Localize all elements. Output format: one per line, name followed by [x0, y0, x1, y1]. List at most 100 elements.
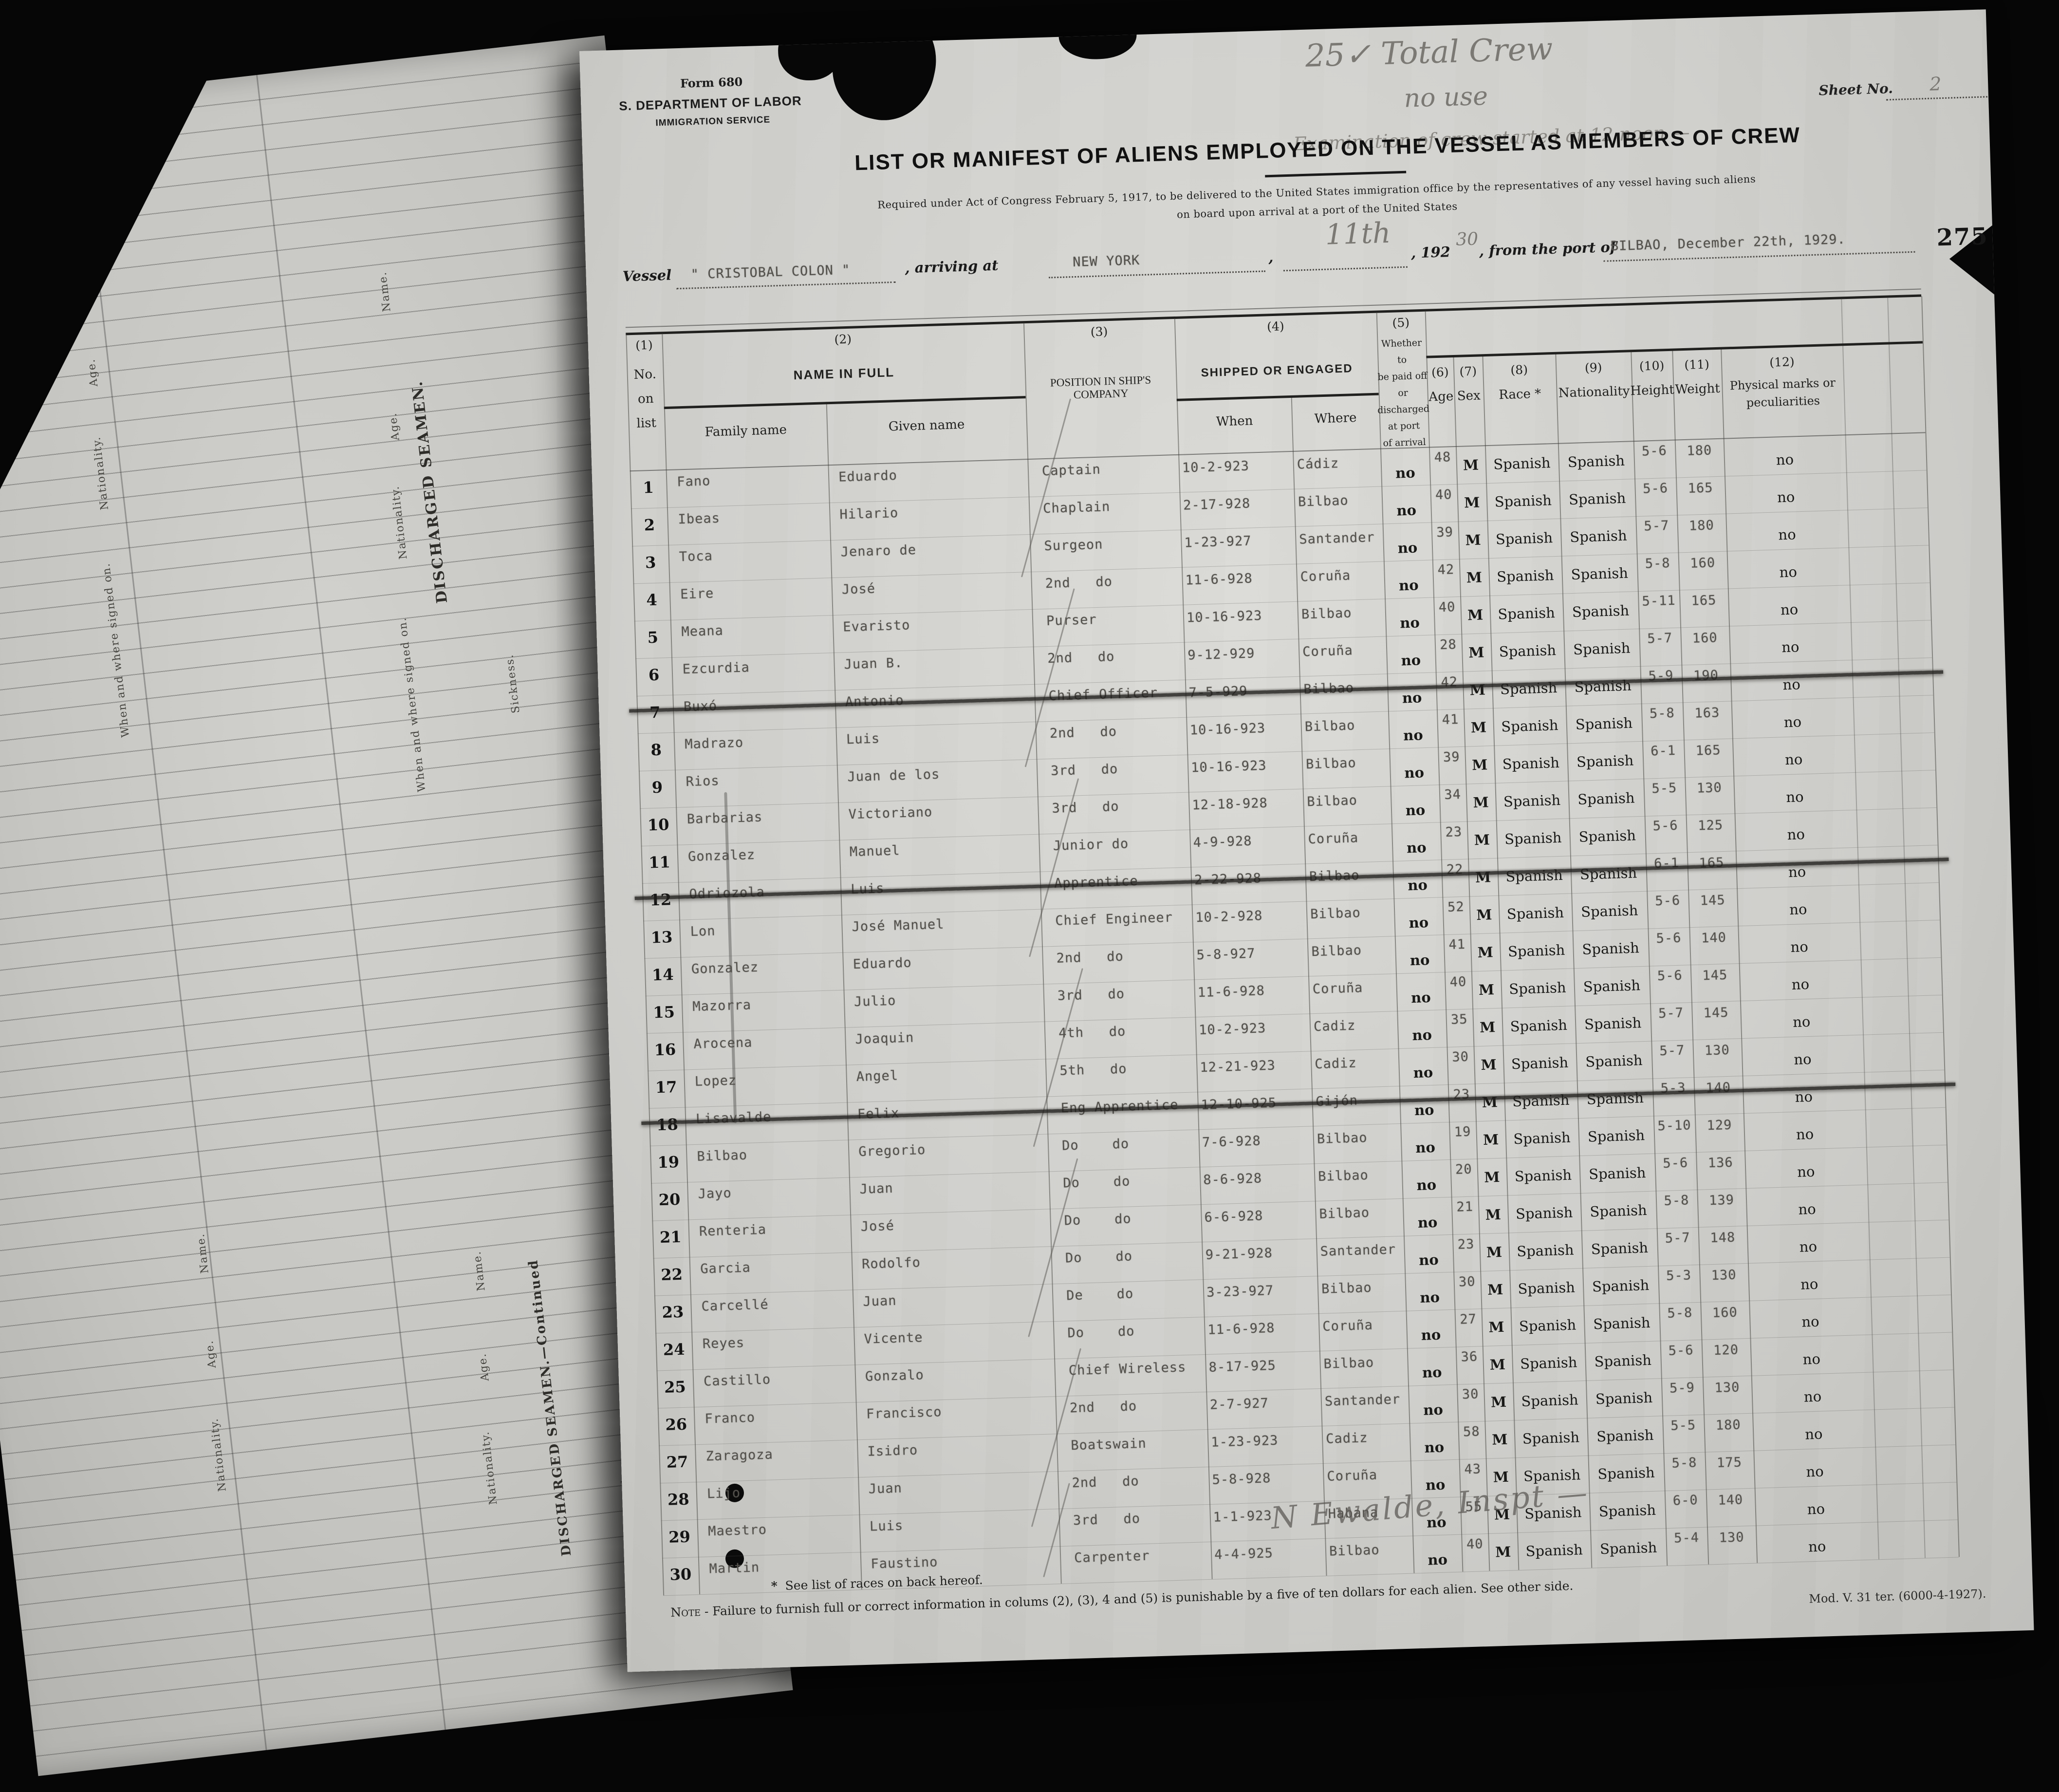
cell-sex: M: [1464, 494, 1480, 511]
cell-where: Cádiz: [1297, 456, 1339, 472]
cell-where: Bilbao: [1298, 493, 1349, 510]
cell-when: 10-2-923: [1182, 458, 1250, 476]
cell-marks: no: [1779, 563, 1798, 581]
cell-height: 5-6: [1641, 443, 1668, 459]
col-number-7: (7): [1459, 364, 1477, 379]
cell-paid: no: [1424, 1438, 1445, 1456]
cell-nat: Spanish: [1574, 677, 1632, 695]
cell-weight: 145: [1703, 1005, 1729, 1021]
cell-family: Gonzalez: [687, 847, 756, 865]
cell-given: Evaristo: [842, 617, 910, 635]
cell-given: Luis: [869, 1518, 904, 1534]
cell-height: 5-6: [1642, 481, 1669, 497]
cell-where: Santander: [1324, 1392, 1401, 1409]
cell-nat: Spanish: [1582, 939, 1640, 958]
cell-where: Bilbao: [1311, 943, 1362, 960]
cell-no: 19: [657, 1152, 680, 1172]
cell-paid: no: [1409, 914, 1429, 932]
cell-when: 11-6-928: [1197, 983, 1265, 1001]
cell-position: 2nd do: [1072, 1474, 1140, 1491]
cell-nat: Spanish: [1567, 452, 1625, 471]
cell-sex: M: [1489, 1356, 1506, 1373]
cell-marks: no: [1782, 676, 1801, 693]
torn-edge-blob: [822, 9, 946, 130]
cell-weight: 165: [1688, 480, 1713, 496]
arriving-at-label: , arriving at: [905, 257, 999, 277]
left-page-label-nationality: Nationality.: [208, 1417, 229, 1493]
cell-nat: Spanish: [1579, 864, 1637, 883]
cell-nat: Spanish: [1571, 564, 1629, 583]
when-header: When: [1216, 413, 1253, 429]
cell-age: 40: [1449, 974, 1467, 990]
cell-age: 52: [1447, 899, 1465, 915]
cell-weight: 160: [1712, 1305, 1738, 1321]
cell-sex: M: [1465, 531, 1482, 549]
cell-age: 19: [1454, 1124, 1471, 1140]
cell-sex: M: [1491, 1431, 1508, 1448]
cell-nat: Spanish: [1573, 639, 1631, 658]
cell-marks: no: [1787, 826, 1805, 843]
cell-nat: Spanish: [1569, 527, 1628, 546]
cell-family: Madrazo: [684, 735, 744, 752]
cell-paid: no: [1423, 1401, 1444, 1419]
cell-given: Felix: [857, 1105, 900, 1122]
cell-nat: Spanish: [1568, 489, 1626, 508]
cell-age: 30: [1462, 1386, 1479, 1402]
cell-family: Carcellé: [701, 1297, 769, 1314]
cell-weight: 165: [1695, 743, 1721, 759]
cell-marks: no: [1806, 1463, 1824, 1480]
cell-where: Coruña: [1300, 568, 1351, 585]
left-page-label-signed: When and where signed on.: [396, 616, 428, 793]
cell-sex: M: [1475, 869, 1491, 886]
cell-marks: no: [1784, 751, 1803, 768]
where-header: Where: [1314, 410, 1357, 427]
cell-when: 7-5-929: [1188, 683, 1248, 701]
cell-paid: no: [1404, 764, 1425, 782]
cell-weight: 180: [1715, 1417, 1742, 1433]
cell-marks: no: [1798, 1200, 1817, 1218]
cell-height: 5-4: [1673, 1530, 1700, 1546]
cell-family: Buxó: [683, 698, 718, 715]
cell-given: Gonzalo: [865, 1367, 925, 1384]
cell-family: Arocena: [693, 1035, 753, 1052]
cell-age: 21: [1456, 1199, 1474, 1215]
cell-where: Bilbao: [1303, 680, 1354, 697]
cell-sex: M: [1474, 831, 1490, 849]
cell-no: 13: [650, 928, 673, 947]
cell-family: Barbarias: [686, 809, 763, 827]
cell-sex: M: [1479, 1019, 1496, 1036]
cell-nat: Spanish: [1591, 1239, 1649, 1258]
cell-position: 3rd do: [1057, 986, 1125, 1004]
cell-marks: no: [1793, 1050, 1812, 1068]
cell-where: Bilbao: [1305, 755, 1357, 772]
cell-race: Spanish: [1502, 754, 1560, 773]
cell-age: 34: [1444, 786, 1462, 803]
cell-when: 1-23-923: [1210, 1433, 1279, 1450]
cell-weight: 145: [1700, 892, 1726, 909]
cell-paid: no: [1422, 1363, 1442, 1381]
cell-paid: no: [1401, 652, 1421, 669]
cell-paid: no: [1413, 1064, 1433, 1082]
cell-when: 9-12-929: [1187, 646, 1255, 663]
from-port-label: , from the port of: [1479, 239, 1616, 260]
page-stamp: 275: [1936, 223, 1989, 252]
cell-nat: Spanish: [1572, 602, 1630, 621]
cell-no: 7: [649, 703, 661, 722]
cell-no: 20: [658, 1190, 681, 1210]
cell-race: Spanish: [1498, 604, 1556, 623]
cell-family: Rios: [686, 773, 720, 790]
cell-sex: M: [1490, 1393, 1507, 1411]
cell-no: 29: [668, 1527, 691, 1547]
cell-position: Boatswain: [1070, 1436, 1147, 1454]
cell-weight: 130: [1714, 1380, 1740, 1396]
col-number-3: (3): [1090, 324, 1108, 339]
weight-header: Weight: [1675, 381, 1721, 397]
cell-race: Spanish: [1520, 1354, 1577, 1372]
cell-weight: 175: [1716, 1455, 1743, 1471]
cell-marks: no: [1792, 1013, 1811, 1030]
col-number-5: (5): [1392, 315, 1410, 330]
cell-given: Faustino: [870, 1554, 938, 1572]
cell-sex: M: [1483, 1131, 1499, 1148]
cell-when: 2-22-928: [1194, 871, 1262, 888]
page-crease: [77, 95, 267, 1751]
